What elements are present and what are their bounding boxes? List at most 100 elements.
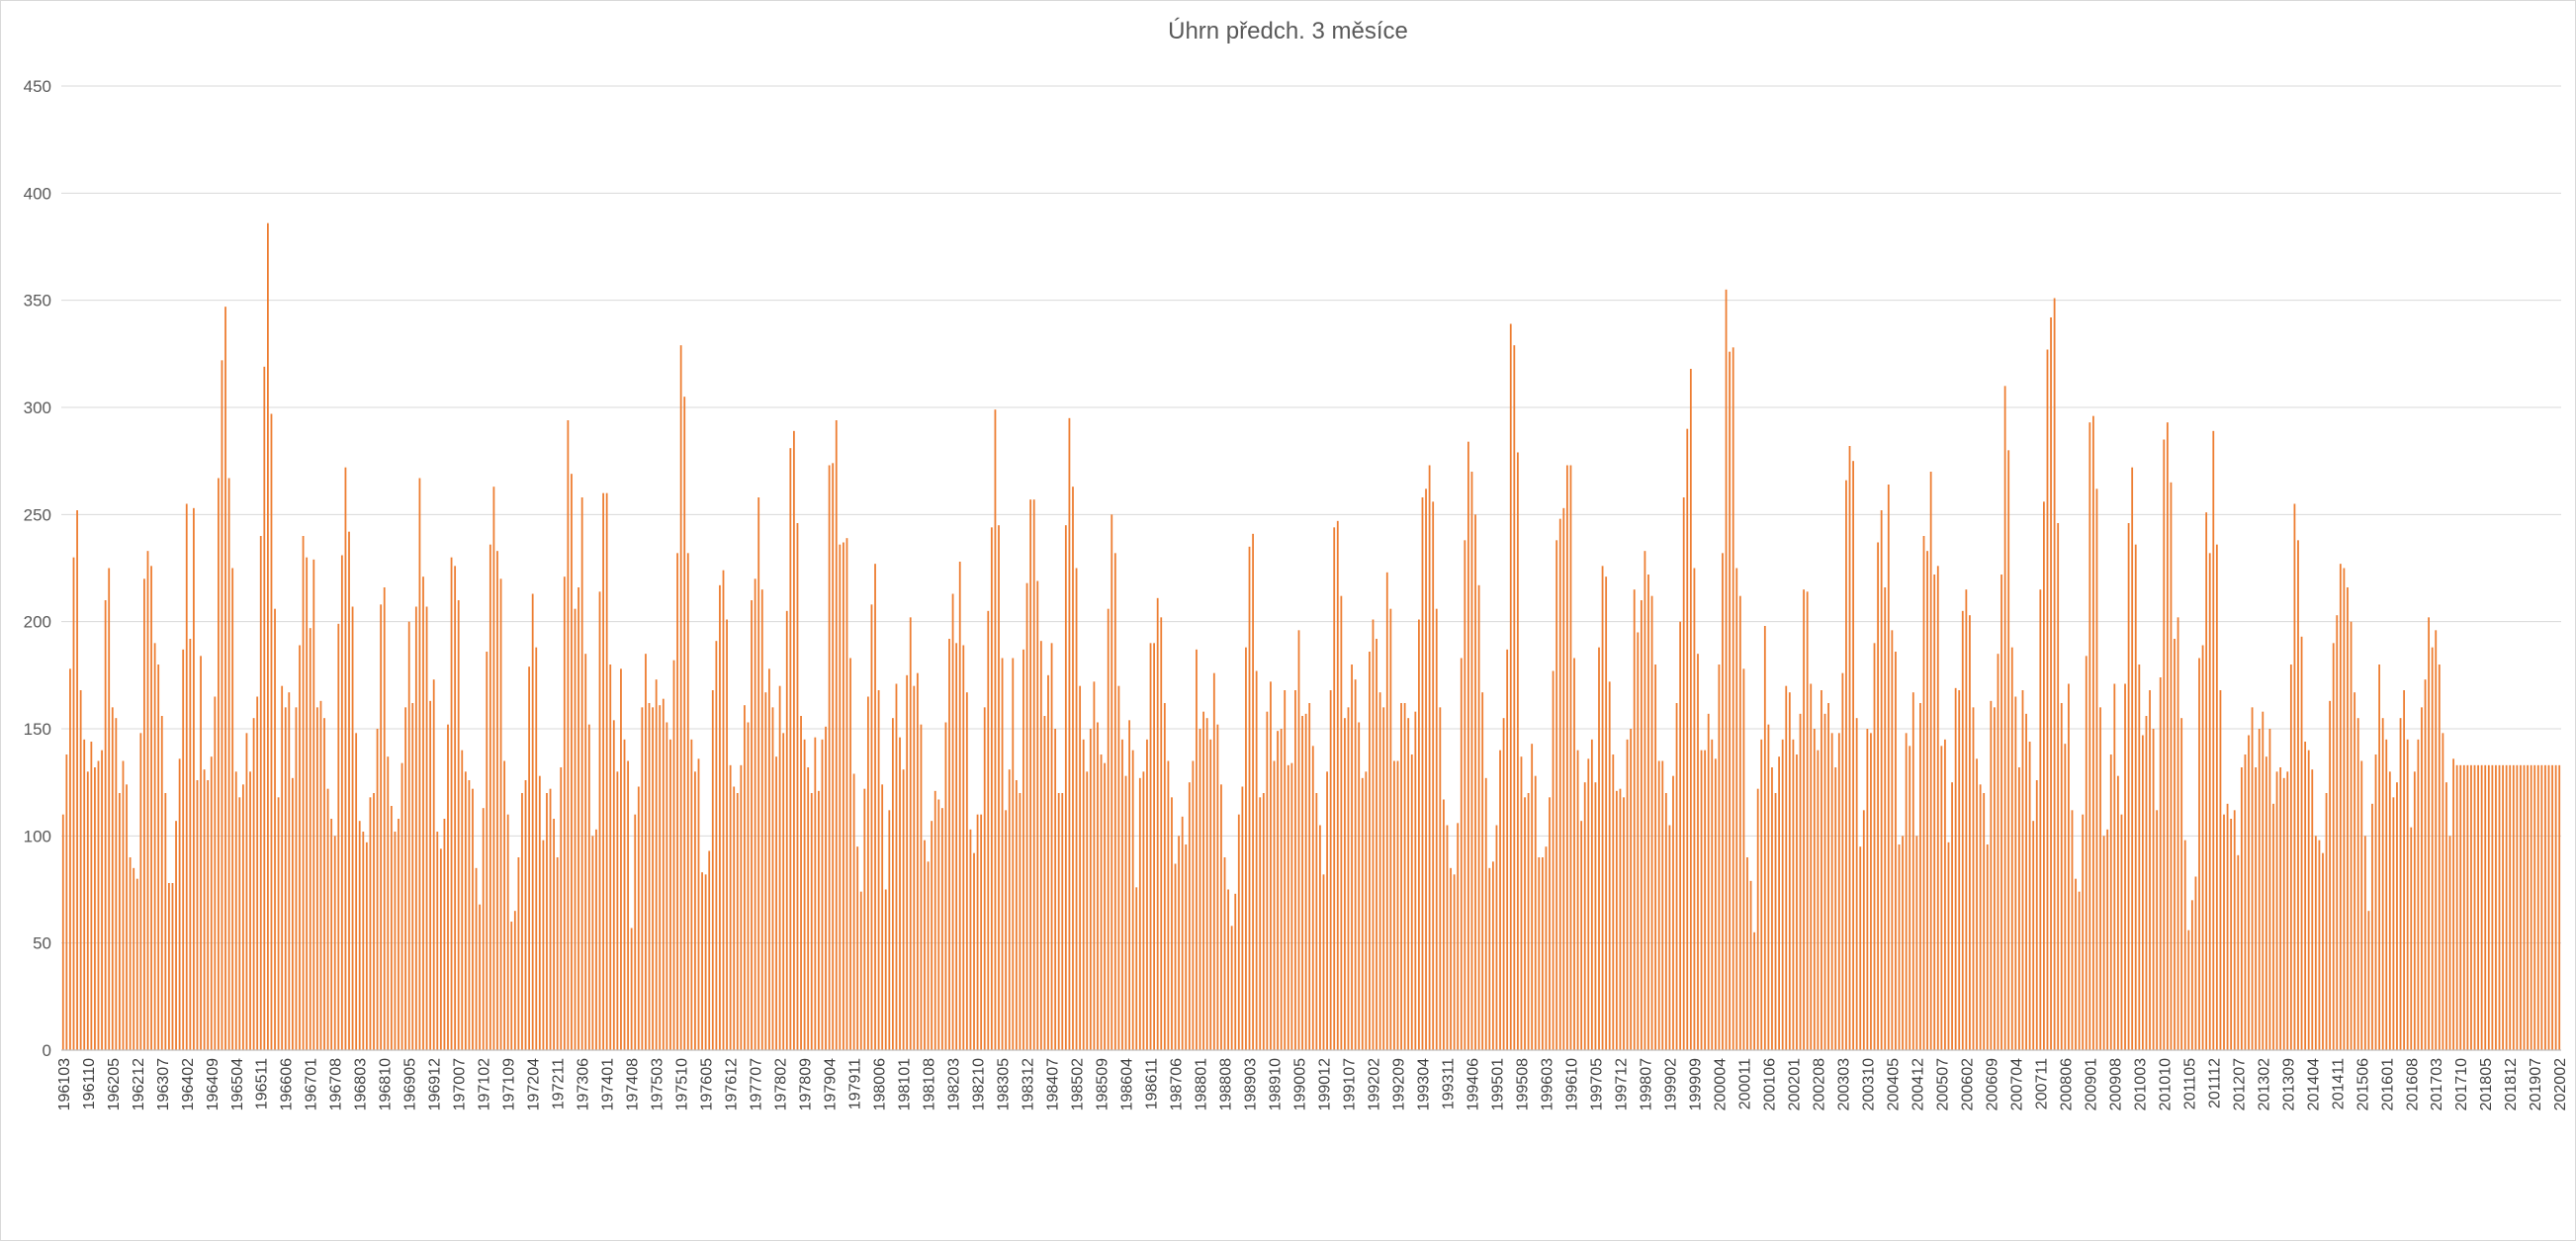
bar: [2523, 764, 2526, 1050]
x-tick-label: 199202: [1366, 1058, 1382, 1110]
bar: [2163, 439, 2166, 1050]
bar: [2445, 782, 2447, 1050]
bar: [1068, 417, 1071, 1051]
bar: [969, 829, 972, 1050]
bar: [1911, 692, 1914, 1050]
bar: [983, 707, 986, 1050]
bar: [1664, 793, 1667, 1050]
bar: [1668, 825, 1671, 1050]
x-tick-label: 200908: [2107, 1058, 2124, 1110]
bar: [358, 821, 361, 1050]
bar: [2010, 647, 2013, 1050]
bar: [810, 793, 813, 1050]
bar: [948, 639, 950, 1050]
bar: [2212, 430, 2215, 1051]
bar: [937, 799, 940, 1050]
x-tick-label: 201302: [2256, 1058, 2272, 1110]
bar: [2166, 422, 2169, 1050]
x-tick-label: 199012: [1317, 1058, 1334, 1110]
bar: [924, 840, 926, 1050]
bar: [2442, 733, 2444, 1050]
bar: [1830, 733, 1833, 1050]
bar: [2141, 735, 2144, 1050]
bar: [595, 829, 597, 1050]
bar: [1771, 767, 1773, 1050]
bar: [1216, 724, 1219, 1050]
x-tick-label: 197503: [650, 1058, 666, 1110]
bar: [365, 842, 368, 1050]
bar: [571, 474, 573, 1050]
bar: [1376, 639, 1377, 1050]
bar: [627, 760, 629, 1050]
bar: [2109, 754, 2112, 1050]
x-tick-label: 200405: [1885, 1058, 1902, 1110]
x-tick-label: 202002: [2552, 1058, 2569, 1110]
bar: [1104, 762, 1107, 1050]
x-tick-label: 198903: [1243, 1058, 1260, 1110]
bar: [1032, 499, 1035, 1050]
bar: [2064, 744, 2067, 1050]
bar: [987, 610, 990, 1050]
bar: [1086, 771, 1089, 1050]
bar: [793, 430, 795, 1051]
bar: [1562, 507, 1565, 1050]
x-tick-label: 198312: [1021, 1058, 1037, 1110]
bar: [605, 492, 608, 1050]
bar: [185, 503, 188, 1050]
bar: [1393, 760, 1395, 1050]
bar: [2134, 544, 2137, 1050]
bar: [1425, 488, 1427, 1051]
bar: [1657, 760, 1660, 1050]
bar: [1997, 654, 1999, 1050]
bar: [207, 780, 210, 1050]
bar: [249, 771, 251, 1050]
bar: [79, 690, 82, 1050]
bar: [669, 739, 671, 1050]
bar: [574, 608, 577, 1050]
x-tick-label: 197904: [823, 1058, 840, 1110]
bar: [513, 911, 516, 1050]
bar: [2057, 523, 2060, 1050]
bar: [2540, 764, 2543, 1050]
bar: [1735, 568, 1738, 1050]
x-tick-label: 199902: [1662, 1058, 1679, 1110]
bar: [1196, 649, 1198, 1050]
bar: [1297, 630, 1300, 1050]
bar: [866, 696, 869, 1050]
x-tick-label: 196708: [328, 1058, 345, 1110]
bar: [337, 623, 340, 1050]
bar: [2311, 769, 2314, 1050]
bar: [2078, 891, 2081, 1050]
bar: [1499, 750, 1501, 1050]
bar: [2388, 771, 2391, 1050]
bars: [61, 222, 2561, 1051]
bar: [1333, 527, 1336, 1050]
bar: [768, 668, 770, 1050]
x-tick-label: 201112: [2206, 1058, 2223, 1108]
bar: [965, 692, 968, 1050]
bar: [1520, 756, 1523, 1050]
bar: [1576, 750, 1579, 1050]
bar: [2174, 639, 2176, 1050]
bar: [387, 756, 390, 1050]
bar: [1082, 739, 1085, 1050]
bar: [839, 544, 842, 1050]
bar: [2223, 814, 2225, 1050]
bar: [1880, 510, 1883, 1050]
bar: [2350, 621, 2353, 1050]
bar: [1513, 345, 1516, 1050]
bar: [694, 771, 696, 1050]
bar: [1990, 700, 1993, 1050]
bar: [168, 883, 170, 1050]
bar: [143, 578, 145, 1050]
bar: [2470, 764, 2472, 1050]
bar: [2304, 742, 2307, 1050]
bar: [2021, 690, 2024, 1050]
x-tick-label: 197911: [847, 1058, 864, 1109]
bar: [1608, 681, 1611, 1050]
y-axis-ticks: 0 50 100 150 200 250 300 350 400 450: [24, 77, 51, 1060]
bar: [1199, 729, 1201, 1050]
bar: [1573, 658, 1575, 1050]
bar: [1369, 652, 1371, 1050]
bar: [2000, 575, 2002, 1050]
